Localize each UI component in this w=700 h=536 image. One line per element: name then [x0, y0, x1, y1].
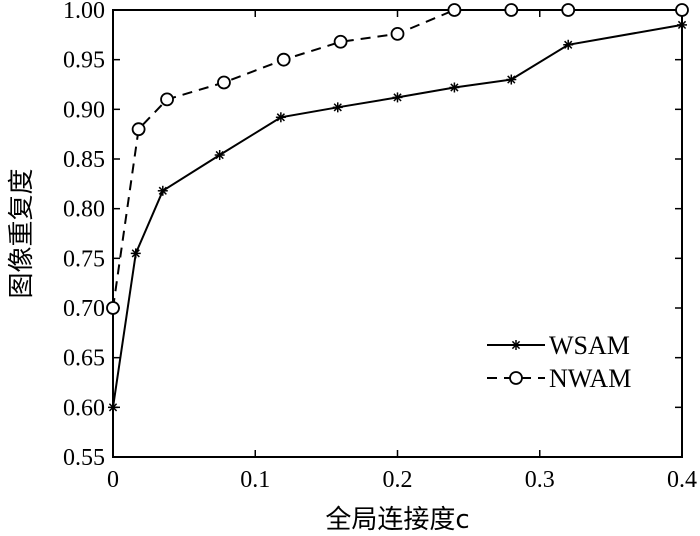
star-marker-stroke — [333, 103, 342, 112]
star-marker-stroke — [215, 150, 224, 160]
series-wsam — [108, 19, 687, 413]
y-axis-label: 图像重复度 — [7, 168, 37, 298]
data-point-nwam — [390, 26, 405, 41]
y-tick-label: 0.55 — [63, 445, 105, 471]
data-point-nwam — [106, 301, 120, 315]
data-point-wsam — [275, 112, 286, 123]
star-marker-stroke — [108, 403, 118, 412]
star-marker-stroke — [564, 40, 573, 49]
y-tick-label: 0.75 — [63, 246, 105, 272]
legend-label: NWAM — [549, 364, 631, 393]
data-point-wsam — [157, 185, 168, 196]
y-tick-label: 0.90 — [63, 97, 105, 123]
data-point-nwam — [504, 3, 519, 17]
data-point-wsam — [677, 19, 687, 30]
data-point-wsam — [130, 248, 141, 259]
axis-labels: 全局连接度c 图像重复度 — [7, 168, 470, 535]
data-point-nwam — [276, 52, 291, 67]
series-nwam — [106, 3, 689, 315]
data-point-nwam — [447, 3, 462, 17]
y-tick-label: 0.70 — [63, 296, 105, 322]
axis-ticks: 0.55 0.60 0.65 0.70 0.75 0.80 0.85 0.90 0.95 1.00… — [63, 0, 697, 493]
y-tick-label: 0.85 — [63, 147, 105, 173]
data-point-wsam — [214, 150, 225, 161]
x-tick-label: 0.4 — [667, 467, 697, 493]
y-tick-label: 0.60 — [63, 395, 105, 421]
legend-label: WSAM — [549, 331, 630, 360]
y-tick-label: 1.00 — [63, 0, 105, 24]
data-point-wsam — [563, 39, 574, 50]
data-point-wsam — [392, 92, 403, 103]
data-point-wsam — [332, 102, 343, 113]
star-marker-stroke — [450, 83, 459, 92]
data-point-nwam — [217, 75, 231, 90]
series-layer — [106, 3, 689, 413]
x-axis-label: 全局连接度c — [325, 505, 469, 535]
x-tick-label: 0.3 — [525, 467, 555, 493]
data-point-nwam — [675, 3, 689, 17]
star-marker-stroke — [677, 20, 687, 30]
star-marker-stroke — [276, 113, 285, 122]
data-point-wsam — [506, 74, 517, 85]
data-point-nwam — [160, 92, 174, 107]
y-tick-label: 0.80 — [63, 197, 105, 223]
series-line-nwam — [112, 9, 682, 309]
legend-marker — [511, 340, 521, 350]
legend: WSAM NWAM — [487, 331, 631, 393]
star-marker-stroke — [158, 186, 167, 195]
x-tick-label: 0.2 — [383, 467, 413, 493]
data-point-nwam — [131, 122, 146, 137]
star-marker-stroke — [511, 340, 521, 350]
star-marker-stroke — [131, 249, 140, 258]
y-tick-label: 0.95 — [63, 48, 105, 74]
data-point-nwam — [561, 3, 576, 17]
data-point-nwam — [333, 34, 348, 49]
x-tick-label: 0 — [107, 467, 119, 493]
star-marker-stroke — [393, 93, 402, 102]
legend-entry-nwam: NWAM — [487, 364, 631, 393]
x-tick-label: 0.1 — [240, 467, 270, 493]
legend-marker — [509, 371, 523, 385]
legend-entry-wsam: WSAM — [487, 331, 630, 360]
star-marker-stroke — [507, 75, 516, 84]
data-point-wsam — [108, 402, 118, 413]
data-point-wsam — [449, 82, 460, 93]
y-tick-label: 0.65 — [63, 346, 105, 372]
